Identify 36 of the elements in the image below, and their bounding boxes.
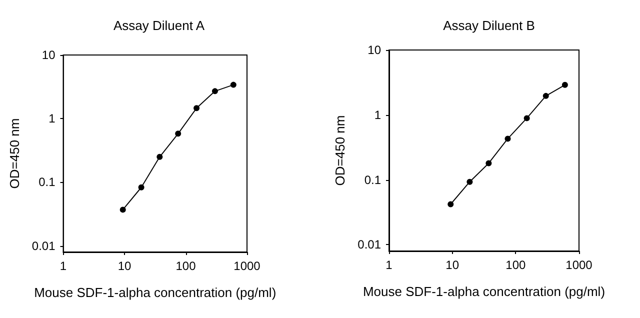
point (156, 154, 163, 160)
x-tick-label: 100 (176, 259, 196, 273)
point (466, 178, 473, 185)
point (504, 136, 511, 142)
x-axis-title: Mouse SDF-1-alpha concentration (pg/ml) (362, 284, 606, 299)
chart-title: Assay Diluent B (443, 18, 535, 33)
point (542, 92, 549, 99)
point (212, 88, 218, 94)
x-tick-label: 10 (118, 259, 132, 273)
point (138, 184, 144, 190)
x-axis-title: Mouse SDF-1-alpha concentration (pg/ml) (34, 285, 276, 300)
y-tick-label: 0.1 (364, 172, 382, 187)
x-tick-label: 1 (60, 259, 67, 273)
point (524, 115, 530, 122)
y-tick-label: 10 (42, 48, 56, 62)
x-tick-label: 1000 (234, 259, 261, 273)
point (120, 206, 126, 213)
point (562, 82, 568, 88)
y-tick-label: 1 (48, 112, 56, 126)
chart-title: Assay Diluent A (113, 18, 205, 33)
x-tick-label: 10 (446, 258, 460, 272)
y-tick-label: 1 (374, 108, 382, 122)
point (194, 105, 200, 112)
x-tick-label: 1 (386, 258, 393, 272)
point (448, 201, 454, 208)
y-tick-label: 0.1 (38, 175, 56, 190)
point (175, 130, 182, 137)
y-axis-title: OD=450 nm (332, 115, 348, 186)
y-tick-label: 0.01 (32, 238, 56, 253)
point (486, 160, 492, 166)
y-tick-label: 10 (368, 43, 382, 57)
x-tick-label: 100 (506, 258, 526, 272)
x-tick-label: 1000 (566, 258, 593, 272)
y-axis-title: OD=450 nm (7, 118, 22, 189)
y-tick-label: 0.01 (358, 238, 382, 252)
point (230, 82, 236, 88)
